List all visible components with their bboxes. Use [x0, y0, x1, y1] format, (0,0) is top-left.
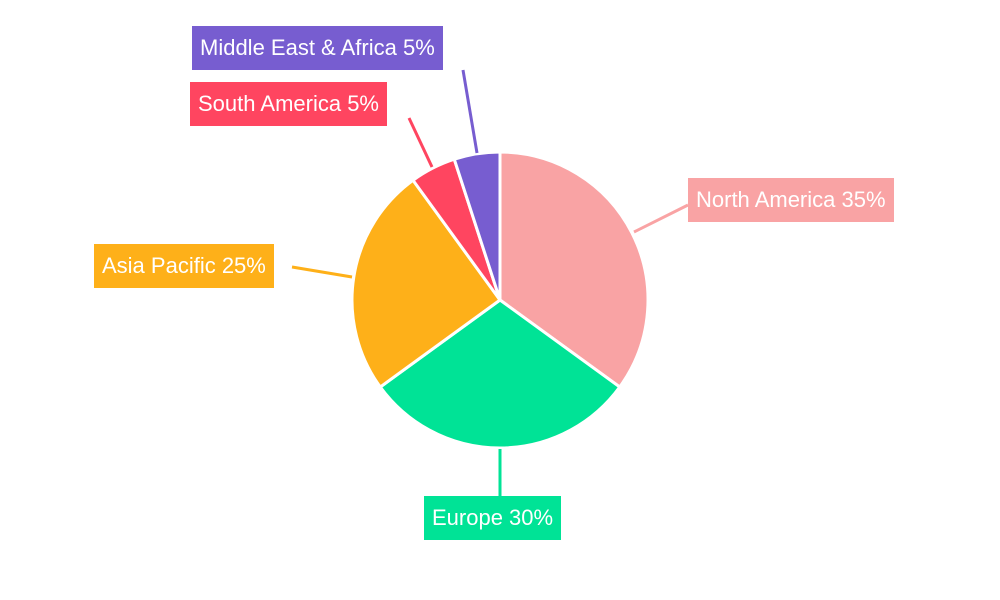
- leader-line: [291, 265, 353, 279]
- data-label: South America 5%: [190, 82, 387, 126]
- data-label: Middle East & Africa 5%: [192, 26, 443, 70]
- data-label: North America 35%: [688, 178, 894, 222]
- leader-line: [633, 203, 689, 234]
- data-label: Asia Pacific 25%: [94, 244, 274, 288]
- pie-slice-asia-pacific[interactable]: [350, 178, 503, 390]
- pie-slice-north-america[interactable]: [498, 150, 650, 390]
- pie-slice-europe[interactable]: [378, 298, 622, 450]
- pie-slice-middle-east-africa[interactable]: [452, 150, 502, 301]
- leader-line: [461, 69, 479, 154]
- leader-line: [407, 117, 434, 168]
- data-label: Europe 30%: [424, 496, 562, 540]
